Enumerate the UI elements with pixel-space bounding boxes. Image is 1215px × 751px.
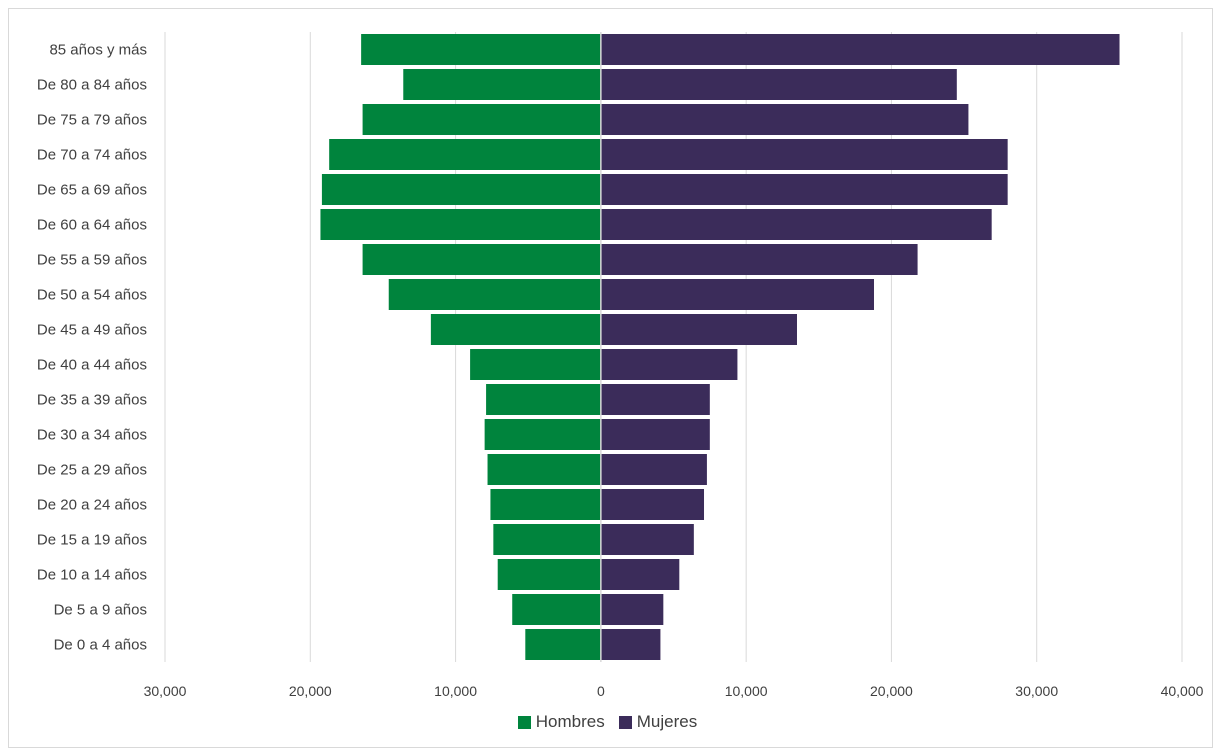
bar-hombres (430, 314, 601, 345)
category-label: De 75 a 79 años (37, 112, 147, 129)
category-label: De 40 a 44 años (37, 357, 147, 374)
x-tick-label: 10,000 (725, 683, 768, 699)
bar-hombres (388, 279, 601, 310)
x-tick-label: 20,000 (870, 683, 913, 699)
chart-legend: Hombres Mujeres (0, 712, 1215, 732)
bar-mujeres (600, 314, 797, 345)
category-label: De 35 a 39 años (37, 392, 147, 409)
x-tick-label: 30,000 (1015, 683, 1058, 699)
bar-mujeres (600, 104, 969, 135)
bar-hombres (486, 384, 601, 415)
category-label: De 10 a 14 años (37, 567, 147, 584)
bar-hombres (320, 209, 601, 240)
category-label: De 70 a 74 años (37, 147, 147, 164)
bar-mujeres (600, 419, 710, 450)
bar-mujeres (600, 524, 694, 555)
category-label: De 80 a 84 años (37, 77, 147, 94)
bar-hombres (362, 244, 601, 275)
category-label: De 30 a 34 años (37, 427, 147, 444)
x-tick-label: 30,000 (144, 683, 187, 699)
x-tick-label: 20,000 (289, 683, 332, 699)
x-tick-label: 0 (597, 683, 605, 699)
bar-hombres (470, 349, 601, 380)
category-label: De 60 a 64 años (37, 217, 147, 234)
category-label: De 65 a 69 años (37, 182, 147, 199)
bar-hombres (321, 174, 601, 205)
bar-mujeres (600, 454, 707, 485)
category-label: De 5 a 9 años (54, 602, 147, 619)
bar-mujeres (600, 489, 705, 520)
bar-hombres (361, 34, 601, 65)
bar-hombres (362, 104, 601, 135)
legend-label-hombres: Hombres (535, 712, 605, 731)
bar-hombres (525, 629, 601, 660)
legend-item-mujeres: Mujeres (618, 712, 698, 732)
bar-mujeres (600, 174, 1008, 205)
category-label: De 20 a 24 años (37, 497, 147, 514)
category-label: De 0 a 4 años (54, 637, 147, 654)
bar-hombres (487, 454, 601, 485)
legend-item-hombres: Hombres (517, 712, 605, 732)
x-tick-label: 40,000 (1161, 683, 1204, 699)
bar-mujeres (600, 279, 874, 310)
bar-mujeres (600, 559, 680, 590)
bar-mujeres (600, 349, 738, 380)
bar-hombres (490, 489, 601, 520)
bar-mujeres (600, 34, 1120, 65)
bar-hombres (484, 419, 601, 450)
category-label: De 45 a 49 años (37, 322, 147, 339)
bar-mujeres (600, 244, 918, 275)
bar-hombres (512, 594, 601, 625)
bar-hombres (497, 559, 601, 590)
legend-label-mujeres: Mujeres (636, 712, 698, 731)
category-label: De 15 a 19 años (37, 532, 147, 549)
category-label: 85 años y más (49, 42, 147, 59)
bar-mujeres (600, 209, 992, 240)
legend-swatch-mujeres (618, 715, 632, 729)
bar-hombres (329, 139, 601, 170)
bar-mujeres (600, 139, 1008, 170)
bar-mujeres (600, 384, 710, 415)
bar-hombres (493, 524, 601, 555)
legend-swatch-hombres (517, 715, 531, 729)
bar-mujeres (600, 69, 957, 100)
bar-hombres (403, 69, 601, 100)
bar-mujeres (600, 629, 661, 660)
category-label: De 25 a 29 años (37, 462, 147, 479)
category-label: De 55 a 59 años (37, 252, 147, 269)
x-tick-label: 10,000 (434, 683, 477, 699)
bar-mujeres (600, 594, 664, 625)
category-label: De 50 a 54 años (37, 287, 147, 304)
